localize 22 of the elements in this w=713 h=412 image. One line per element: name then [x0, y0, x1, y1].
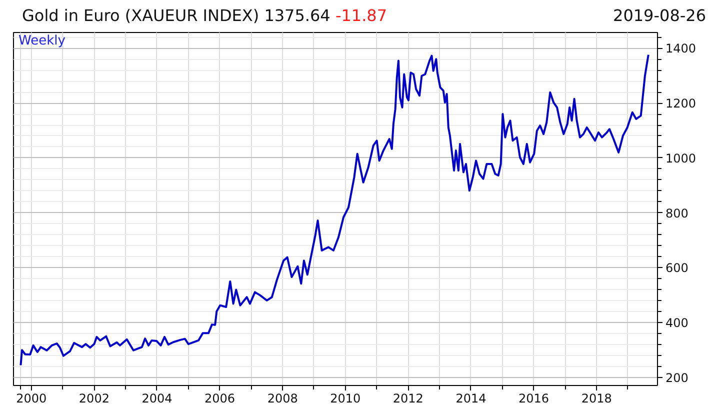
chart-title: Gold in Euro (XAUEUR INDEX) 1375.64 [22, 6, 330, 25]
x-tick-label: 2006 [204, 392, 236, 406]
annotation: Weekly [18, 34, 66, 48]
x-tick-label: 2018 [581, 392, 612, 406]
x-tick-label: 2008 [267, 392, 298, 406]
y-tick-label: 1000 [666, 151, 696, 166]
text: -11.87 [335, 6, 388, 25]
x-tick-label: 2002 [78, 392, 110, 406]
y-tick-label: 800 [666, 206, 688, 220]
text: 2019-08-26 [613, 6, 706, 25]
x-tick-label: 2016 [518, 392, 550, 406]
x-tick-label: 2010 [330, 392, 361, 406]
y-tick-label: 1400 [666, 42, 696, 56]
x-tick-label: 2012 [392, 392, 424, 406]
x-tick-label: 2014 [456, 392, 486, 406]
line-series [20, 54, 650, 366]
y-tick-label: 400 [666, 316, 688, 330]
y-tick-label: 1200 [666, 96, 696, 111]
x-tick-label: 2004 [142, 392, 172, 406]
y-tick-label: 200 [666, 371, 688, 386]
y-tick-label: 600 [666, 261, 688, 276]
x-tick-label: 2000 [16, 392, 47, 406]
